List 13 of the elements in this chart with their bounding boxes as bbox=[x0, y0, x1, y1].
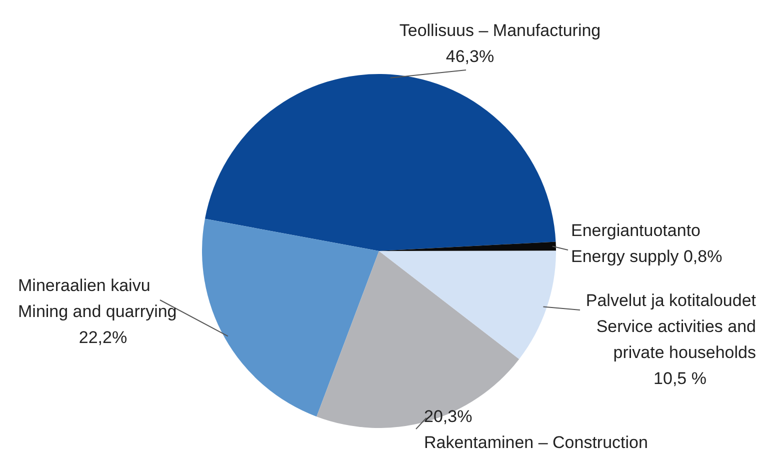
slice-label: Palvelut ja kotitaloudet Service activities and private households bbox=[586, 291, 756, 362]
data-label: 22,2% bbox=[78, 328, 128, 347]
data-label: 46,3% bbox=[446, 47, 494, 66]
pie-slice bbox=[204, 74, 556, 251]
pie-slice bbox=[379, 250, 556, 360]
data-label: 20,3% bbox=[424, 407, 472, 426]
slice-label: Mineraalien kaivu Mining and quarrying bbox=[18, 276, 177, 321]
slice-label: Energiantuotanto Energy supply 0,8% bbox=[571, 221, 722, 266]
data-label: 10,5 % bbox=[654, 369, 706, 388]
slice-label: Teollisuus – Manufacturing bbox=[399, 21, 601, 40]
slice-label: Rakentaminen – Construction bbox=[424, 433, 648, 452]
pie-slice bbox=[202, 218, 379, 417]
pie-slice bbox=[316, 251, 520, 428]
